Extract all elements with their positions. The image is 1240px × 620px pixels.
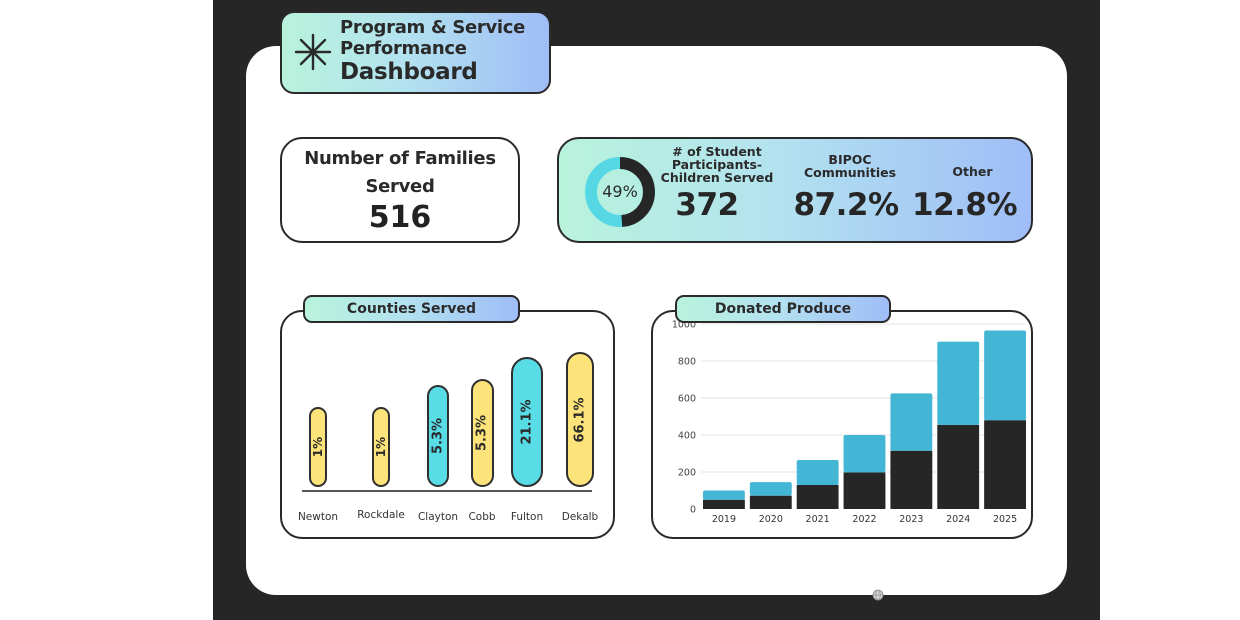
county-bar-label: 5.3%: [430, 418, 446, 455]
families-label-1: Number of Families: [304, 148, 496, 169]
title-line-3: Dashboard: [340, 59, 478, 85]
students-label-2: Participants-: [671, 157, 763, 172]
produce-bar-2021-segment-2: [796, 459, 839, 485]
y-tick-label: 400: [678, 431, 696, 442]
bipoc-value: 87.2%: [793, 187, 899, 223]
county-bar-label: 1%: [374, 436, 388, 458]
county-bar-label: 1%: [311, 436, 325, 458]
globe-icon: [872, 589, 884, 601]
families-value: 516: [368, 200, 432, 235]
county-label-clayton: Clayton: [417, 511, 459, 523]
produce-bar-2019-segment-2: [703, 490, 745, 500]
county-bar-rockdale: 1%: [372, 407, 390, 487]
produce-bar-2022-segment-2: [843, 435, 886, 473]
produce-bar-2024-segment-2: [937, 341, 980, 425]
county-bar-label: 66.1%: [572, 397, 588, 443]
produce-bar-2019-segment-1: [703, 499, 745, 509]
donut-arc: [619, 157, 655, 227]
produce-bar-2022-segment-1: [843, 472, 886, 509]
students-label-3: Children Served: [660, 170, 774, 185]
y-tick-label: 1000: [672, 320, 696, 331]
county-bar-cobb: 5.3%: [470, 379, 494, 487]
y-tick-label: 0: [690, 505, 696, 516]
county-bar-dekalb: 66.1%: [566, 352, 594, 487]
county-label-newton: Newton: [297, 511, 339, 523]
county-bar-fulton: 21.1%: [511, 357, 543, 487]
x-tick-label-2023: 2023: [899, 514, 923, 525]
county-label-rockdale: Rockdale: [357, 509, 405, 521]
y-tick-label: 200: [678, 468, 696, 479]
x-tick-label-2025: 2025: [993, 514, 1017, 525]
counties-baseline: [302, 490, 592, 492]
families-served-card: Number of Families Served 516: [280, 137, 520, 243]
donated-produce-chart: 0 200 400 600 800 1000 2019 2020 2021 2022 2023 202…: [672, 320, 1026, 525]
produce-bar-2020-segment-1: [749, 495, 792, 509]
families-label-2: Served: [365, 176, 435, 197]
county-label-fulton: Fulton: [510, 511, 544, 523]
x-tick-label-2024: 2024: [946, 514, 970, 525]
county-bar-newton: 1%: [309, 407, 327, 487]
x-tick-label-2021: 2021: [806, 514, 830, 525]
county-label-cobb: Cobb: [468, 511, 496, 523]
donut-percent-label: 49%: [602, 182, 638, 201]
counties-served-title: Counties Served: [303, 295, 520, 323]
y-tick-label: 600: [678, 394, 696, 405]
x-tick-label-2022: 2022: [852, 514, 876, 525]
produce-bar-2025-segment-1: [984, 420, 1026, 509]
bipoc-label-1: BIPOC: [828, 152, 872, 167]
x-tick-label-2020: 2020: [759, 514, 783, 525]
produce-bar-2020-segment-2: [749, 482, 792, 496]
county-bar-label: 5.3%: [474, 415, 490, 452]
students-value: 372: [675, 187, 739, 223]
other-value: 12.8%: [912, 187, 1018, 223]
donated-produce-title: Donated Produce: [675, 295, 891, 323]
county-bar-label: 21.1%: [519, 399, 535, 445]
bipoc-label: BIPOC Communities: [795, 153, 905, 179]
bipoc-label-2: Communities: [803, 165, 897, 180]
student-donut-chart: [585, 157, 655, 227]
students-label-1: # of Student: [672, 144, 762, 159]
demographics-card: [557, 137, 1033, 243]
produce-bar-2023-segment-2: [890, 393, 933, 451]
title-line-2: Performance: [340, 38, 467, 59]
produce-bar-2024-segment-1: [937, 424, 980, 509]
county-label-dekalb: Dekalb: [561, 511, 599, 523]
y-tick-label: 800: [678, 357, 696, 368]
title-line-1: Program & Service: [340, 17, 526, 38]
other-label: Other: [952, 164, 993, 179]
students-label: # of Student Participants- Children Serv…: [660, 145, 774, 184]
x-tick-label-2019: 2019: [712, 514, 736, 525]
produce-bar-2025-segment-2: [984, 330, 1026, 421]
produce-bar-2021-segment-1: [796, 484, 839, 509]
dashboard-title: Program & Service Performance Dashboard: [340, 17, 525, 85]
county-bar-clayton: 5.3%: [427, 385, 449, 487]
produce-bar-2023-segment-1: [890, 450, 933, 509]
asterisk-star-icon: [294, 33, 332, 71]
